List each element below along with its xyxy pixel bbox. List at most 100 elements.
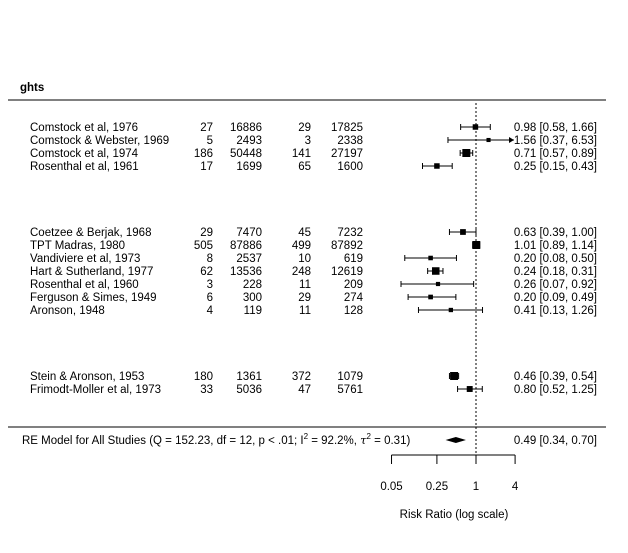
header-fragment: ghts bbox=[20, 82, 44, 94]
study-label: Ferguson & Simes, 1949 bbox=[30, 292, 157, 304]
x-axis-label: Risk Ratio (log scale) bbox=[400, 509, 509, 521]
summary-ci-text: 0.49 [0.34, 0.70] bbox=[514, 435, 597, 447]
treat-events-cell: 62 bbox=[200, 266, 213, 278]
treat-nonevents-cell: 119 bbox=[244, 305, 262, 317]
x-axis: 0.05 0.25 1 4 bbox=[380, 454, 519, 493]
treat-nonevents-cell: 2493 bbox=[236, 135, 262, 147]
treat-events-cell: 33 bbox=[200, 384, 213, 396]
ci-text: 0.20 [0.09, 0.49] bbox=[514, 292, 597, 304]
study-label: Aronson, 1948 bbox=[30, 305, 105, 317]
point-estimate bbox=[450, 372, 459, 380]
ci-text: 0.98 [0.58, 1.66] bbox=[514, 122, 597, 134]
point-estimate bbox=[448, 307, 454, 313]
ctrl-nonevents-cell: 5761 bbox=[337, 384, 363, 396]
study-row: Frimodt-Moller et al, 1973 33 5036 47 5761 0.… bbox=[30, 384, 597, 396]
ctrl-events-cell: 47 bbox=[298, 384, 311, 396]
axis-tick-label: 4 bbox=[512, 481, 519, 493]
study-row: Comstock et al, 1976 27 16886 29 17825 0.98 [… bbox=[30, 122, 597, 134]
study-row: Comstock et al, 1974 186 50448 141 27197 0.71… bbox=[30, 148, 597, 160]
treat-nonevents-cell: 7470 bbox=[236, 227, 262, 239]
study-label: Comstock et al, 1974 bbox=[30, 148, 139, 160]
summary-row: RE Model for All Studies (Q = 152.23, df… bbox=[22, 432, 597, 447]
treat-events-cell: 505 bbox=[194, 240, 213, 252]
point-estimate bbox=[472, 241, 481, 249]
treat-events-cell: 5 bbox=[207, 135, 213, 147]
point-estimate bbox=[460, 229, 466, 235]
study-row: Comstock & Webster, 1969 5 2493 3 2338 1.56 [… bbox=[30, 135, 597, 147]
treat-nonevents-cell: 16886 bbox=[230, 122, 262, 134]
ci-text: 0.26 [0.07, 0.92] bbox=[514, 279, 597, 291]
treat-nonevents-cell: 1699 bbox=[236, 161, 262, 173]
study-label: Hart & Sutherland, 1977 bbox=[30, 266, 153, 278]
point-estimate bbox=[428, 294, 433, 300]
ci-text: 0.20 [0.08, 0.50] bbox=[514, 253, 597, 265]
ctrl-events-cell: 141 bbox=[292, 148, 311, 160]
point-estimate bbox=[472, 124, 479, 130]
ctrl-nonevents-cell: 1079 bbox=[337, 371, 363, 383]
study-row: Rosenthal et al, 1961 17 1699 65 1600 0.25 [0… bbox=[30, 161, 597, 173]
study-row: TPT Madras, 1980 505 87886 499 87892 1.01 [0.… bbox=[30, 240, 597, 252]
axis-tick-label: 0.25 bbox=[426, 481, 448, 493]
ctrl-nonevents-cell: 17825 bbox=[331, 122, 363, 134]
treat-nonevents-cell: 1361 bbox=[236, 371, 262, 383]
ctrl-nonevents-cell: 1600 bbox=[337, 161, 363, 173]
treat-nonevents-cell: 87886 bbox=[230, 240, 262, 252]
study-label: Rosenthal et al, 1961 bbox=[30, 161, 139, 173]
ctrl-nonevents-cell: 128 bbox=[344, 305, 363, 317]
axis-tick-label: 0.05 bbox=[380, 481, 402, 493]
ci-text: 0.46 [0.39, 0.54] bbox=[514, 371, 597, 383]
ci-text: 1.01 [0.89, 1.14] bbox=[514, 240, 597, 252]
ctrl-nonevents-cell: 2338 bbox=[337, 135, 363, 147]
ctrl-events-cell: 65 bbox=[298, 161, 311, 173]
study-label: TPT Madras, 1980 bbox=[30, 240, 125, 252]
ctrl-nonevents-cell: 619 bbox=[344, 253, 363, 265]
treat-events-cell: 17 bbox=[200, 161, 213, 173]
ctrl-nonevents-cell: 274 bbox=[344, 292, 364, 304]
study-row: Ferguson & Simes, 1949 6 300 29 274 0.20 [0.0… bbox=[30, 292, 597, 304]
summary-label: RE Model for All Studies (Q = 152.23, df… bbox=[22, 432, 410, 447]
ctrl-events-cell: 248 bbox=[292, 266, 311, 278]
study-label: Comstock & Webster, 1969 bbox=[30, 135, 169, 147]
treat-events-cell: 27 bbox=[200, 122, 213, 134]
study-label: Vandiviere et al, 1973 bbox=[30, 253, 140, 265]
treat-nonevents-cell: 300 bbox=[243, 292, 262, 304]
treat-nonevents-cell: 13536 bbox=[230, 266, 262, 278]
study-label: Rosenthal et al, 1960 bbox=[30, 279, 139, 291]
treat-nonevents-cell: 228 bbox=[243, 279, 262, 291]
ci-text: 0.25 [0.15, 0.43] bbox=[514, 161, 597, 173]
treat-nonevents-cell: 2537 bbox=[236, 253, 262, 265]
study-rows: Comstock et al, 1976 27 16886 29 17825 0.98 [… bbox=[30, 122, 597, 396]
ctrl-events-cell: 29 bbox=[298, 292, 311, 304]
study-row: Rosenthal et al, 1960 3 228 11 209 0.26 [0.07… bbox=[30, 279, 597, 291]
point-estimate bbox=[466, 386, 473, 392]
treat-nonevents-cell: 50448 bbox=[230, 148, 262, 160]
study-label: Stein & Aronson, 1953 bbox=[30, 371, 144, 383]
study-row: Hart & Sutherland, 1977 62 13536 248 12619 0.… bbox=[30, 266, 597, 278]
treat-events-cell: 29 bbox=[200, 227, 213, 239]
ci-text: 1.56 [0.37, 6.53] bbox=[514, 135, 597, 147]
point-estimate bbox=[435, 281, 441, 287]
ctrl-events-cell: 10 bbox=[298, 253, 311, 265]
ctrl-events-cell: 45 bbox=[298, 227, 311, 239]
study-row: Stein & Aronson, 1953 180 1361 372 1079 0.46 … bbox=[30, 371, 597, 383]
treat-events-cell: 3 bbox=[207, 279, 213, 291]
ctrl-events-cell: 3 bbox=[305, 135, 311, 147]
treat-events-cell: 8 bbox=[207, 253, 213, 265]
treat-events-cell: 180 bbox=[194, 371, 213, 383]
treat-events-cell: 6 bbox=[207, 292, 213, 304]
ctrl-events-cell: 11 bbox=[299, 305, 311, 317]
ci-text: 0.41 [0.13, 1.26] bbox=[514, 305, 597, 317]
study-label: Frimodt-Moller et al, 1973 bbox=[30, 384, 161, 396]
ci-arrow-high bbox=[509, 137, 514, 143]
axis-tick-label: 1 bbox=[473, 481, 479, 493]
ctrl-nonevents-cell: 209 bbox=[344, 279, 363, 291]
study-label: Coetzee & Berjak, 1968 bbox=[30, 227, 151, 239]
point-estimate bbox=[431, 267, 440, 275]
ctrl-events-cell: 11 bbox=[299, 279, 311, 291]
ctrl-nonevents-cell: 7232 bbox=[337, 227, 363, 239]
ci-text: 0.71 [0.57, 0.89] bbox=[514, 148, 597, 160]
study-row: Vandiviere et al, 1973 8 2537 10 619 0.20 [0.… bbox=[30, 253, 597, 265]
treat-nonevents-cell: 5036 bbox=[236, 384, 262, 396]
point-estimate bbox=[462, 149, 471, 157]
